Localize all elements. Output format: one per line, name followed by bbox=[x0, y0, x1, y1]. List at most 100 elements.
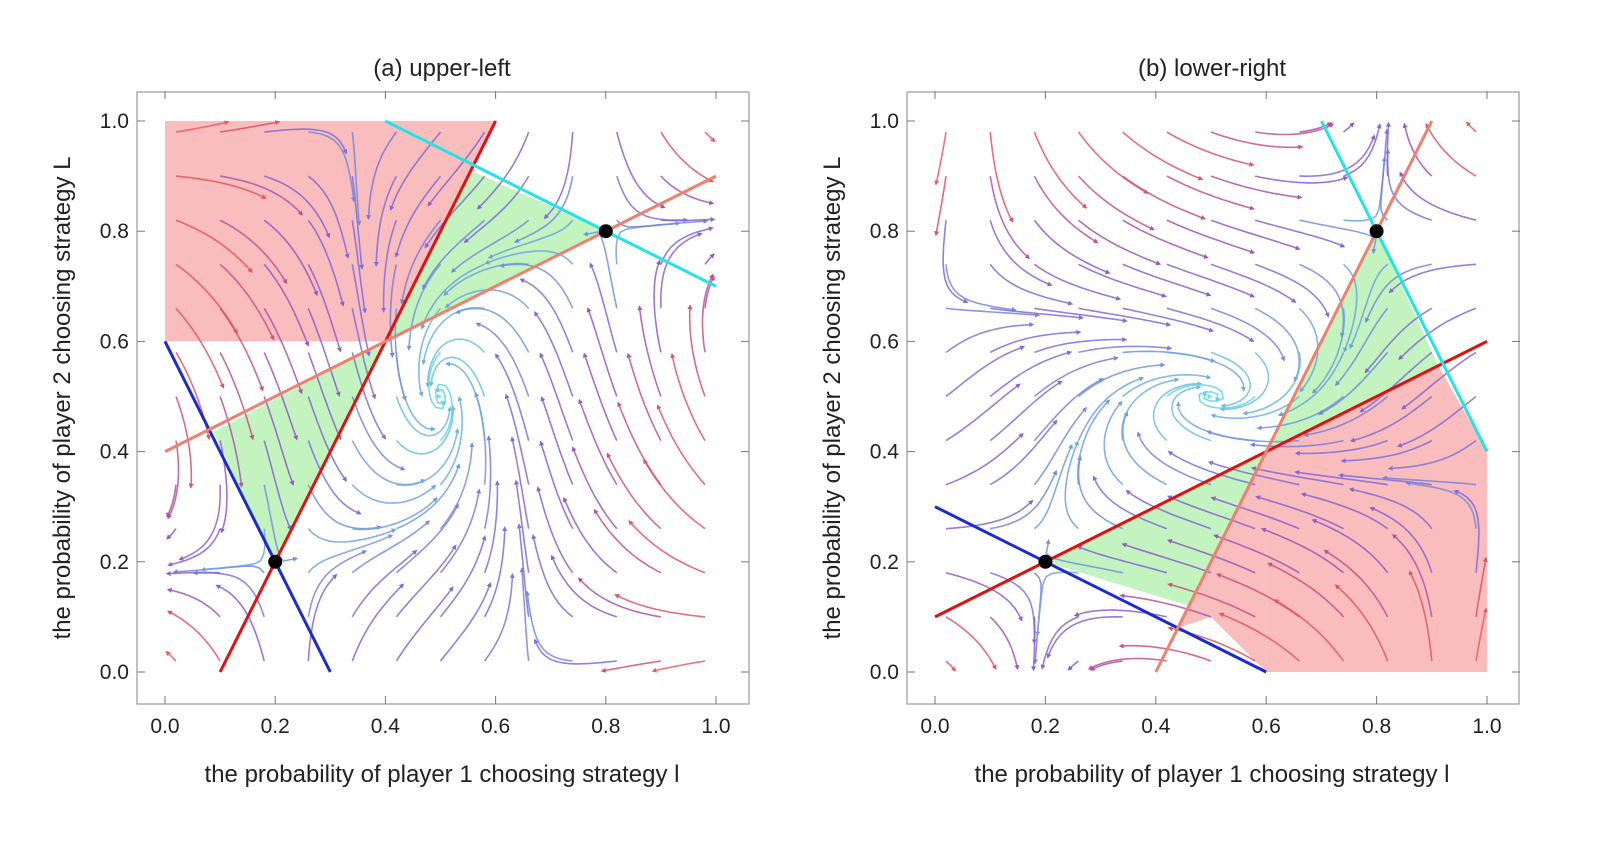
equilibrium-point bbox=[1369, 224, 1384, 239]
stream-line bbox=[614, 594, 706, 618]
x-tick-label: 0.6 bbox=[1252, 715, 1281, 738]
stream-line bbox=[510, 436, 530, 529]
stream-line bbox=[165, 650, 177, 662]
stream-line bbox=[534, 311, 574, 397]
x-tick-label: 1.0 bbox=[1472, 715, 1501, 738]
stream-line bbox=[628, 520, 706, 574]
x-tick-label: 0.6 bbox=[481, 715, 510, 738]
stream-line bbox=[307, 440, 362, 515]
stream-line bbox=[1166, 307, 1255, 343]
stream-line bbox=[351, 484, 437, 504]
stream-line bbox=[539, 440, 574, 530]
stream-line bbox=[1294, 470, 1388, 486]
stream-line bbox=[1067, 660, 1079, 671]
stream-line bbox=[1365, 263, 1432, 324]
stream-line bbox=[219, 120, 281, 133]
x-tick-label: 0.8 bbox=[591, 715, 620, 738]
stream-line bbox=[600, 660, 662, 673]
stream-line bbox=[175, 307, 225, 389]
stream-line bbox=[307, 219, 345, 307]
stream-line bbox=[1122, 373, 1212, 398]
stream-line bbox=[1121, 411, 1168, 486]
stream-line bbox=[1121, 377, 1180, 441]
stream-line bbox=[1040, 616, 1079, 670]
x-tick-label: 0.4 bbox=[1141, 715, 1171, 738]
stream-line bbox=[192, 570, 265, 618]
stream-line bbox=[395, 396, 453, 437]
stream-line bbox=[1210, 307, 1286, 362]
x-tick-label: 0.4 bbox=[371, 715, 401, 738]
stream-line bbox=[1323, 549, 1389, 618]
stream-line bbox=[1033, 219, 1111, 274]
stream-line bbox=[1136, 431, 1212, 486]
y-tick-label: 0.6 bbox=[100, 330, 129, 353]
stream-line bbox=[660, 175, 715, 206]
stream-line bbox=[455, 307, 530, 353]
stream-line bbox=[1303, 395, 1389, 438]
stream-line bbox=[989, 616, 1020, 671]
panel-a: (a) upper-left 0.0 0.2 0.4 0.6 0.8 1.00.00.20… bbox=[49, 55, 750, 788]
stream-line bbox=[1405, 481, 1477, 529]
stream-line bbox=[167, 440, 180, 520]
stream-line bbox=[1387, 439, 1477, 471]
stream-line bbox=[167, 528, 221, 567]
stream-line bbox=[1402, 122, 1433, 177]
stream-line bbox=[1089, 660, 1123, 671]
stream-line bbox=[1349, 395, 1433, 443]
line-red bbox=[934, 340, 1488, 619]
equilibrium-point bbox=[1038, 554, 1053, 569]
stream-line bbox=[1299, 219, 1377, 255]
stream-line bbox=[1260, 527, 1344, 574]
region-region_red bbox=[1177, 451, 1267, 672]
stream-line bbox=[1078, 362, 1166, 398]
stream-line bbox=[1249, 439, 1344, 448]
y-axis-label: the probability of player 2 choosing str… bbox=[819, 157, 846, 640]
region-region_green bbox=[213, 341, 386, 562]
stream-line bbox=[1034, 337, 1128, 354]
x-tick-label: 0.8 bbox=[1362, 715, 1391, 738]
stream-line bbox=[351, 396, 406, 471]
stream-line bbox=[351, 440, 426, 486]
stream-line bbox=[219, 219, 288, 285]
stream-line bbox=[263, 175, 331, 239]
stream-line bbox=[450, 219, 530, 273]
stream-line bbox=[945, 499, 1034, 530]
stream-line bbox=[1218, 612, 1300, 662]
stream-line bbox=[606, 452, 662, 530]
boundary-lines bbox=[163, 119, 717, 673]
stream-line bbox=[989, 175, 1030, 260]
stream-line bbox=[525, 590, 573, 662]
axis-ticks: 0.0 0.2 0.4 0.6 0.8 1.0 0.0 0.2 0.4 0.6 0.8 1.0 bbox=[870, 91, 1520, 738]
stream-line bbox=[307, 528, 397, 543]
stream-line bbox=[396, 427, 460, 487]
stream-line bbox=[945, 322, 1035, 354]
stream-line bbox=[989, 263, 1074, 306]
stream-line bbox=[439, 488, 482, 574]
stream-line bbox=[351, 549, 418, 618]
stream-line bbox=[1213, 534, 1300, 574]
x-tick-label: 1.0 bbox=[701, 715, 730, 738]
stream-line bbox=[307, 573, 338, 662]
x-tick-label: 0.2 bbox=[1031, 715, 1060, 738]
stream-line bbox=[395, 405, 456, 455]
stream-line bbox=[513, 175, 574, 243]
stream-line bbox=[934, 131, 947, 186]
stream-line bbox=[1033, 443, 1073, 530]
stream-line bbox=[424, 175, 486, 249]
stream-line bbox=[539, 352, 574, 441]
stream-line bbox=[351, 583, 405, 662]
stream-line bbox=[1359, 351, 1433, 413]
plot-frame bbox=[906, 91, 1520, 705]
stream-line bbox=[175, 175, 267, 199]
stream-line bbox=[704, 275, 715, 309]
stream-line bbox=[435, 383, 453, 442]
stream-line bbox=[1401, 351, 1477, 410]
stream-line bbox=[653, 259, 662, 353]
stream-line bbox=[1267, 562, 1345, 618]
stream-line bbox=[475, 322, 530, 397]
stream-line bbox=[989, 419, 1058, 486]
stream-line bbox=[483, 526, 508, 618]
stream-line bbox=[1210, 131, 1304, 150]
stream-line bbox=[307, 263, 342, 353]
